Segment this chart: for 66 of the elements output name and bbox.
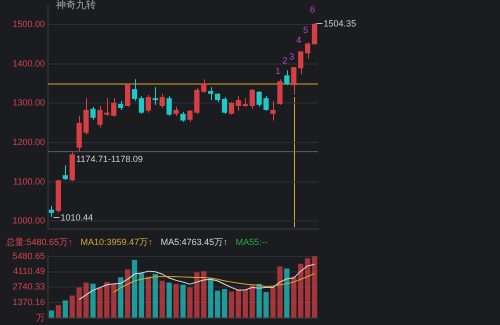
bar bbox=[138, 273, 144, 318]
annotation: 2 bbox=[282, 56, 288, 66]
bar bbox=[173, 284, 179, 318]
candlestick bbox=[173, 106, 179, 116]
candlestick bbox=[222, 96, 228, 114]
candlestick bbox=[208, 86, 214, 101]
annotation: 3 bbox=[289, 52, 294, 62]
bar bbox=[90, 284, 96, 318]
candlestick bbox=[228, 102, 234, 116]
bar bbox=[277, 266, 283, 318]
text: MA55:-- bbox=[236, 237, 268, 247]
annotation: 5 bbox=[303, 24, 308, 35]
candlestick bbox=[152, 86, 158, 106]
annotation: 1010.44 bbox=[60, 212, 94, 223]
bar bbox=[160, 280, 165, 318]
y-tick-label: 1100.00 bbox=[13, 176, 45, 186]
bar bbox=[62, 300, 68, 318]
bar bbox=[180, 284, 186, 318]
y-tick-label: 2740.33 bbox=[12, 282, 45, 292]
bar bbox=[166, 282, 172, 318]
candlestick bbox=[180, 111, 186, 122]
candlestick bbox=[277, 78, 283, 106]
text: 1504.35 bbox=[324, 18, 356, 28]
y-tick-label: 1000.00 bbox=[12, 216, 45, 226]
bar bbox=[124, 269, 130, 318]
text: 总量:5480.65万↑ bbox=[6, 237, 73, 247]
bar bbox=[222, 289, 228, 318]
candlestick bbox=[146, 94, 152, 114]
candlestick bbox=[214, 92, 220, 103]
bar bbox=[284, 268, 290, 318]
candlestick bbox=[90, 106, 96, 120]
annotation: 4 bbox=[296, 34, 302, 45]
candlestick bbox=[284, 70, 290, 86]
bar bbox=[146, 276, 152, 318]
candlestick bbox=[166, 96, 172, 116]
candlestick bbox=[124, 83, 130, 108]
annotation: 1174.71-1178.09 bbox=[76, 154, 143, 164]
candlestick bbox=[62, 164, 68, 180]
y-tick-label: 1500.00 bbox=[12, 19, 45, 30]
bar bbox=[312, 256, 318, 318]
candlestick bbox=[48, 205, 54, 218]
y-tick-label: 1370.16 bbox=[12, 297, 45, 308]
text: MA10:3959.47万↑ bbox=[80, 237, 153, 247]
annotation: 6 bbox=[310, 4, 316, 14]
text: MA5:4763.45万↑ bbox=[160, 237, 228, 247]
bar bbox=[56, 305, 62, 318]
annotation: 1 bbox=[275, 66, 280, 76]
candlestick bbox=[132, 78, 138, 102]
bar bbox=[152, 274, 158, 318]
bar bbox=[132, 260, 138, 318]
candlestick bbox=[312, 22, 318, 45]
y-tick-label: 1200.00 bbox=[12, 137, 45, 148]
candlestick bbox=[160, 93, 165, 108]
bar bbox=[48, 310, 54, 318]
bar bbox=[228, 291, 234, 318]
y-tick-label: 万 bbox=[36, 312, 45, 322]
y-tick-label: 5480.65 bbox=[12, 250, 45, 261]
chart-subtitle: 神奇九转 bbox=[56, 0, 96, 12]
y-tick-label: 1300.00 bbox=[12, 98, 45, 108]
bar bbox=[270, 287, 276, 318]
candlestick bbox=[118, 100, 124, 110]
bar bbox=[118, 277, 124, 318]
y-tick-label: 4110.49 bbox=[13, 266, 45, 276]
y-tick-label: 1400.00 bbox=[12, 58, 45, 68]
candlestick bbox=[270, 100, 276, 122]
candlestick bbox=[138, 96, 144, 114]
